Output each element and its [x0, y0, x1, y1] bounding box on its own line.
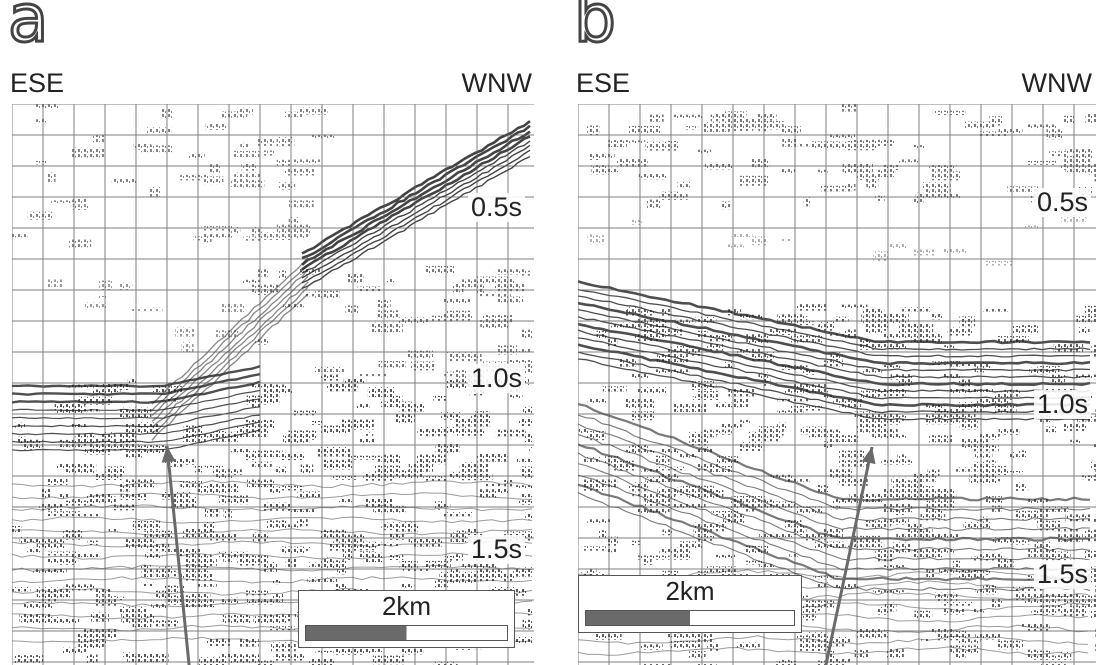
time-label-0-5s: 0.5s	[1034, 188, 1092, 217]
seismic-panel-a: a ESE WNW 0.5s 1.0s 1.5s 2km	[0, 0, 540, 665]
seismic-panel-b: b ESE WNW 0.5s 1.0s 1.5s 2km	[566, 0, 1100, 665]
panel-letter: a	[6, 0, 49, 57]
scale-bar: 2km	[578, 575, 802, 633]
direction-right-label: WNW	[1021, 68, 1092, 98]
panel-letter: b	[573, 0, 618, 57]
time-label-1-0s: 1.0s	[1034, 390, 1092, 419]
direction-left-label: ESE	[10, 68, 65, 98]
direction-left-label: ESE	[576, 68, 631, 98]
scale-bar-label: 2km	[665, 576, 715, 606]
scale-bar-label: 2km	[381, 591, 432, 621]
seismic-image	[12, 104, 534, 665]
time-label-1-5s: 1.5s	[468, 535, 526, 564]
scale-bar-graphic	[305, 625, 508, 641]
scale-bar: 2km	[298, 590, 515, 648]
direction-right-label: WNW	[461, 68, 532, 98]
time-label-0-5s: 0.5s	[468, 193, 526, 222]
time-label-1-5s: 1.5s	[1034, 560, 1092, 589]
time-label-1-0s: 1.0s	[468, 364, 526, 393]
scale-bar-graphic	[585, 610, 795, 626]
seismic-section	[12, 104, 534, 665]
